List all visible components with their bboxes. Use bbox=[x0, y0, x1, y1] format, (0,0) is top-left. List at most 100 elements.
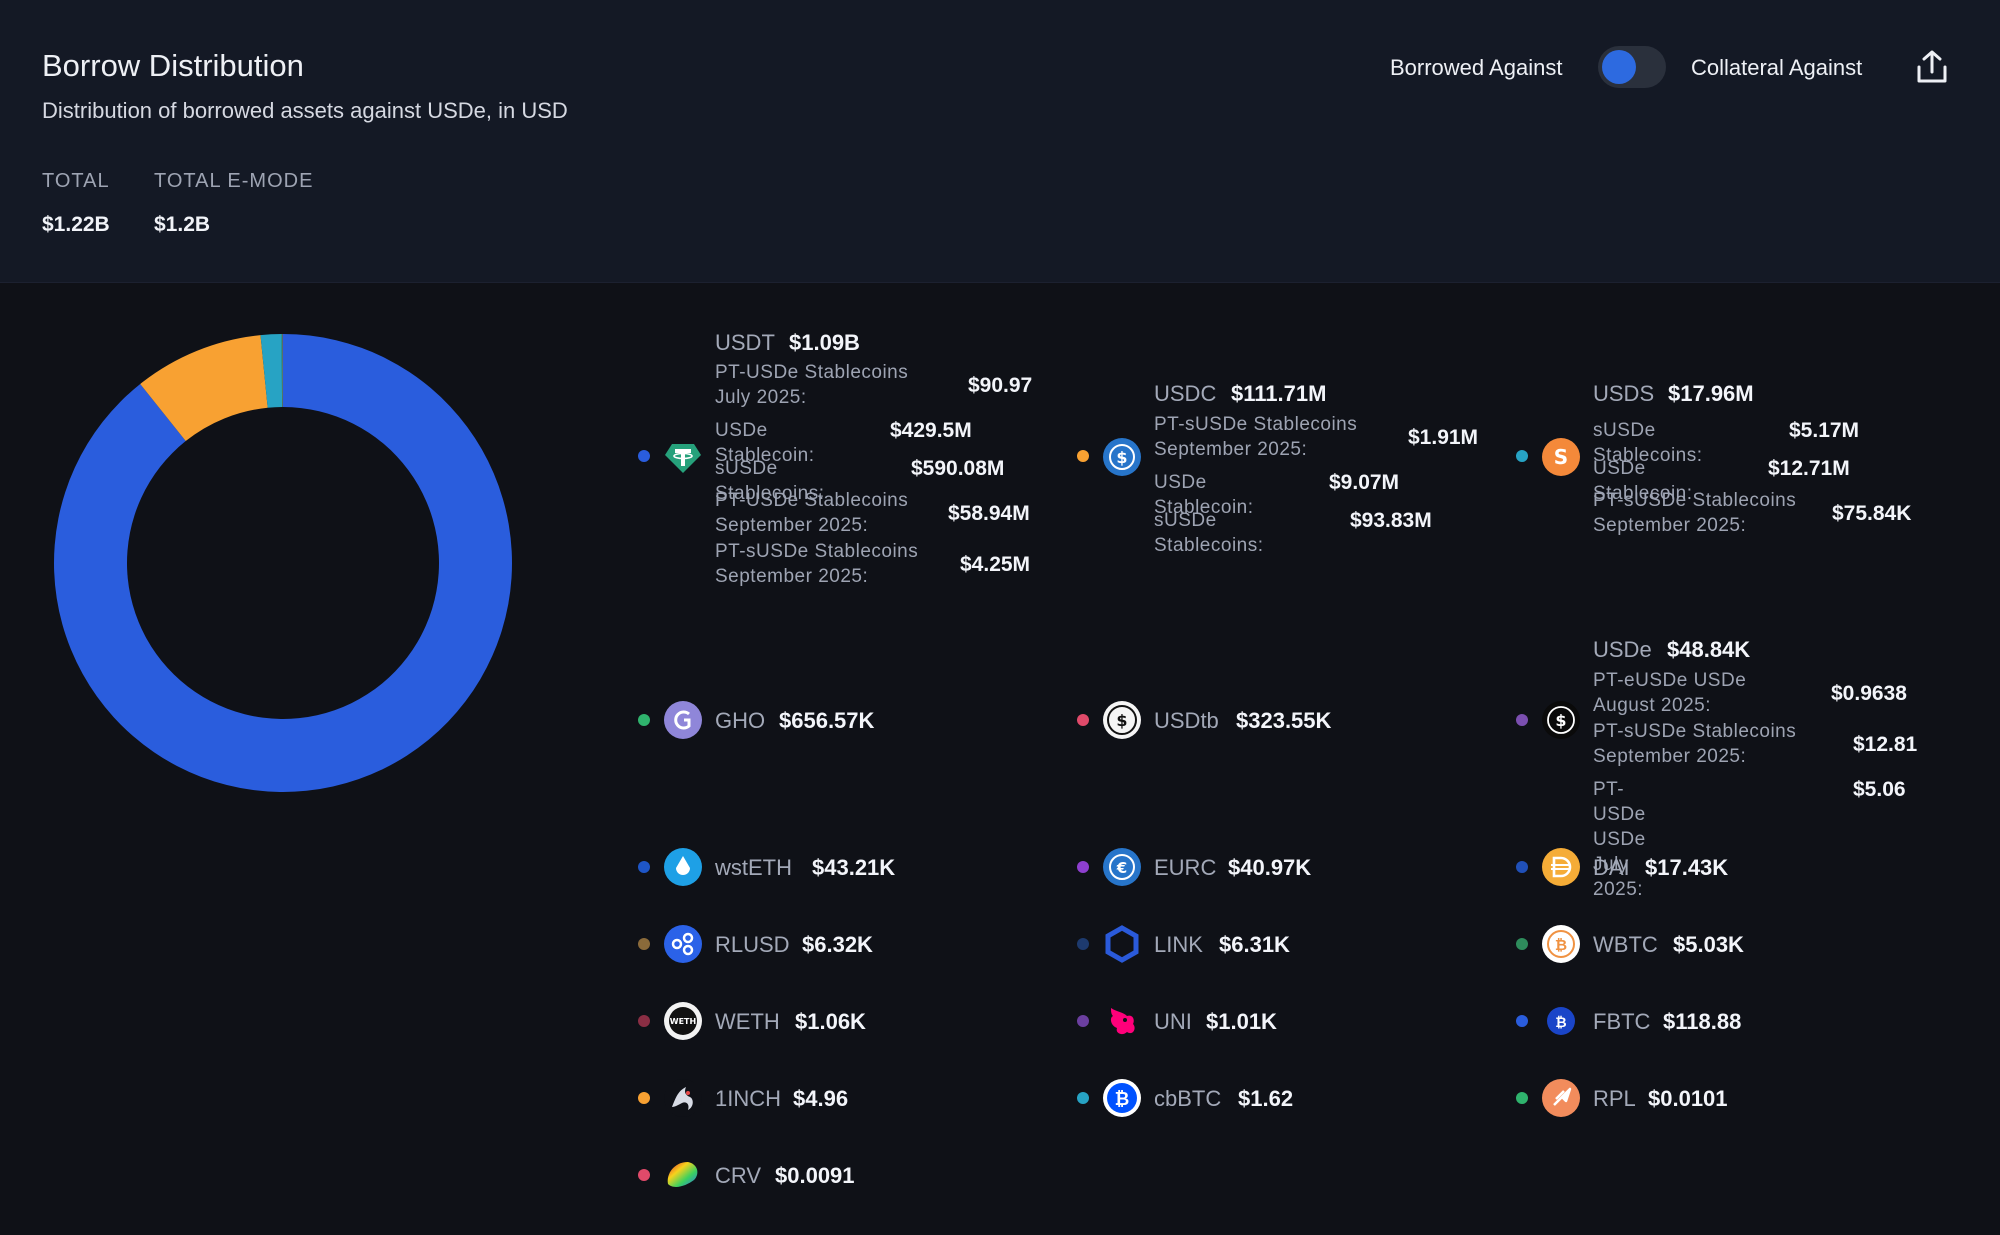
donut-slice-usdt[interactable] bbox=[53, 334, 512, 792]
total-emode-label: TOTAL E-MODE bbox=[154, 170, 314, 192]
legend-amount-gho: $656.57K bbox=[779, 708, 875, 733]
breakdown-label: sUSDe Stablecoins: bbox=[1154, 510, 1264, 556]
breakdown-value: $590.08M bbox=[911, 457, 1005, 480]
legend-dot-uni bbox=[1077, 1015, 1089, 1027]
breakdown-value: $4.25M bbox=[960, 553, 1031, 576]
legend-amount-wbtc: $5.03K bbox=[1673, 932, 1744, 957]
breakdown-value: $5.17M bbox=[1789, 419, 1860, 442]
weth-icon: WETH bbox=[664, 1002, 702, 1040]
svg-text:WETH: WETH bbox=[670, 1017, 696, 1026]
legend-symbol-1inch: 1INCH bbox=[715, 1086, 782, 1111]
legend-symbol-wsteth: wstETH bbox=[715, 855, 792, 880]
legend-amount-fbtc: $118.88 bbox=[1663, 1009, 1742, 1034]
svg-text:₿: ₿ bbox=[1555, 1015, 1566, 1031]
legend-symbol-dai: DAI bbox=[1593, 855, 1630, 880]
breakdown-value: $12.71M bbox=[1768, 457, 1850, 480]
legend-dot-cbbtc bbox=[1077, 1092, 1089, 1104]
legend-symbol-wbtc: WBTC bbox=[1593, 932, 1658, 957]
usde-icon: $ bbox=[1542, 701, 1580, 739]
breakdown-label: USDe Stablecoin: bbox=[1154, 472, 1254, 518]
legend-symbol-uni: UNI bbox=[1154, 1009, 1192, 1034]
legend-amount-usdt: $1.09B bbox=[789, 330, 860, 355]
legend-symbol-rpl: RPL bbox=[1593, 1086, 1636, 1111]
legend-amount-usdtb: $323.55K bbox=[1236, 708, 1332, 733]
legend-dot-usdc bbox=[1077, 450, 1089, 462]
legend-symbol-eurc: EURC bbox=[1154, 855, 1217, 880]
breakdown-value: $12.81 bbox=[1853, 733, 1918, 756]
legend-symbol-crv: CRV bbox=[715, 1163, 762, 1188]
legend-amount-crv: $0.0091 bbox=[775, 1163, 855, 1188]
legend-dot-gho bbox=[638, 714, 650, 726]
usdt-icon bbox=[665, 444, 701, 473]
legend-dot-weth bbox=[638, 1015, 650, 1027]
legend-symbol-usdt: USDT bbox=[715, 330, 775, 355]
legend-dot-dai bbox=[1516, 861, 1528, 873]
page-title: Borrow Distribution bbox=[42, 48, 304, 83]
legend-symbol-usds: USDS bbox=[1593, 381, 1655, 406]
donut-slice-usdc[interactable] bbox=[140, 335, 268, 442]
legend-dot-fbtc bbox=[1516, 1015, 1528, 1027]
legend-amount-dai: $17.43K bbox=[1645, 855, 1729, 880]
link-icon bbox=[1105, 925, 1139, 963]
breakdown-value: $9.07M bbox=[1329, 471, 1400, 494]
breakdown-value: $58.94M bbox=[948, 502, 1030, 525]
legend-dot-crv bbox=[638, 1169, 650, 1181]
legend-symbol-fbtc: FBTC bbox=[1593, 1009, 1651, 1034]
breakdown-label: PT-USDe USDe July 2025: bbox=[1593, 779, 1646, 900]
legend-dot-rpl bbox=[1516, 1092, 1528, 1104]
breakdown-value: $5.06 bbox=[1853, 778, 1906, 801]
breakdown-label: PT-eUSDe USDe August 2025: bbox=[1593, 670, 1747, 716]
breakdown-label: PT-sUSDe Stablecoins September 2025: bbox=[1593, 721, 1797, 767]
svg-text:₿: ₿ bbox=[1555, 936, 1567, 954]
legend-dot-usdt bbox=[638, 450, 650, 462]
legend-amount-usds: $17.96M bbox=[1668, 381, 1754, 406]
legend-amount-link: $6.31K bbox=[1219, 932, 1290, 957]
legend-dot-wbtc bbox=[1516, 938, 1528, 950]
breakdown-label: USDe Stablecoin: bbox=[1593, 458, 1693, 504]
share-button[interactable] bbox=[1914, 48, 1950, 86]
legend-dot-rlusd bbox=[638, 938, 650, 950]
usdtb-icon: $ bbox=[1103, 701, 1141, 739]
gho-icon bbox=[664, 701, 702, 739]
uni-icon bbox=[1110, 1008, 1135, 1035]
legend-amount-wsteth: $43.21K bbox=[812, 855, 896, 880]
legend-dot-usde bbox=[1516, 714, 1528, 726]
legend-dot-link bbox=[1077, 938, 1089, 950]
borrowed-against-label[interactable]: Borrowed Against bbox=[1390, 55, 1563, 80]
wbtc-icon: ₿ bbox=[1542, 925, 1580, 963]
wsteth-icon bbox=[664, 848, 702, 886]
legend-symbol-usde: USDe bbox=[1593, 637, 1652, 662]
legend-symbol-gho: GHO bbox=[715, 708, 766, 733]
legend-dot-usds bbox=[1516, 450, 1528, 462]
legend-amount-1inch: $4.96 bbox=[793, 1086, 849, 1111]
donut-slice-gho[interactable] bbox=[281, 334, 283, 408]
legend-amount-weth: $1.06K bbox=[795, 1009, 866, 1034]
dai-icon bbox=[1542, 848, 1580, 886]
donut-slice-usds[interactable] bbox=[260, 334, 283, 408]
legend-symbol-link: LINK bbox=[1154, 932, 1203, 957]
legend-amount-rpl: $0.0101 bbox=[1648, 1086, 1728, 1111]
eurc-icon: € bbox=[1103, 848, 1141, 886]
header-panel: Borrow Distribution Distribution of borr… bbox=[0, 0, 2000, 283]
legend-amount-eurc: $40.97K bbox=[1228, 855, 1312, 880]
breakdown-label: PT-USDe Stablecoins September 2025: bbox=[715, 490, 909, 536]
legend-dot-eurc bbox=[1077, 861, 1089, 873]
breakdown-value: $75.84K bbox=[1832, 502, 1912, 525]
usds-icon: S bbox=[1542, 438, 1580, 476]
borrowed-collateral-toggle[interactable] bbox=[1598, 46, 1666, 88]
breakdown-label: sUSDe Stablecoins: bbox=[1593, 420, 1703, 466]
share-icon bbox=[1917, 50, 1947, 83]
svg-text:$: $ bbox=[1116, 448, 1127, 467]
rlusd-icon bbox=[664, 925, 702, 963]
total-value: $1.22B bbox=[42, 213, 110, 236]
legend-symbol-usdtb: USDtb bbox=[1154, 708, 1219, 733]
breakdown-value: $0.9638 bbox=[1831, 682, 1907, 705]
breakdown-label: PT-sUSDe Stablecoins September 2025: bbox=[1593, 490, 1797, 536]
breakdown-value: $90.97 bbox=[968, 374, 1033, 397]
collateral-against-label[interactable]: Collateral Against bbox=[1691, 55, 1863, 80]
legend-symbol-cbbtc: cbBTC bbox=[1154, 1086, 1222, 1111]
legend-amount-usdc: $111.71M bbox=[1231, 381, 1327, 406]
legend-dot-usdtb bbox=[1077, 714, 1089, 726]
1inch-icon bbox=[664, 1079, 702, 1117]
breakdown-value: $429.5M bbox=[890, 419, 972, 442]
